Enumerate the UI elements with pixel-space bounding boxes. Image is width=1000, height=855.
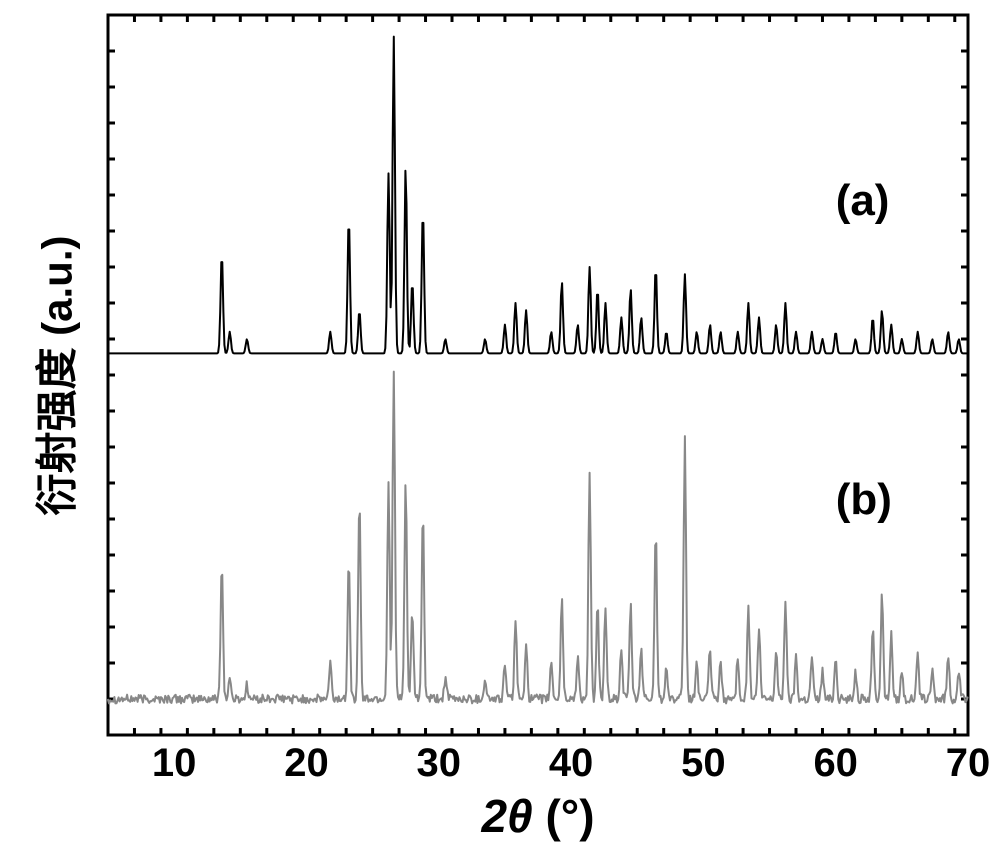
x-axis-label-unit: (°) xyxy=(545,790,594,842)
x-tick-label: 10 xyxy=(144,741,204,786)
x-tick-labels: 10203040506070 xyxy=(108,741,968,791)
x-tick-label: 50 xyxy=(673,741,733,786)
x-tick-label: 20 xyxy=(276,741,336,786)
x-tick-label: 60 xyxy=(806,741,866,786)
series-label-b: (b) xyxy=(836,475,892,525)
x-axis-label-theta: 2θ xyxy=(481,790,532,842)
plot-area: (a) (b) xyxy=(108,15,968,735)
xrd-chart: 衍射强度 (a.u.) (a) (b) 10 20 30 40 50 60 70 2θ (°… xyxy=(0,0,1000,855)
series-label-a: (a) xyxy=(836,176,890,226)
x-axis-label: 2θ (°) xyxy=(108,789,968,843)
y-axis-label: 衍射强度 (a.u.) xyxy=(0,15,108,735)
plot-svg xyxy=(94,1,982,749)
x-tick-label: 70 xyxy=(938,741,998,786)
x-tick-label: 40 xyxy=(541,741,601,786)
x-tick-label: 30 xyxy=(409,741,469,786)
